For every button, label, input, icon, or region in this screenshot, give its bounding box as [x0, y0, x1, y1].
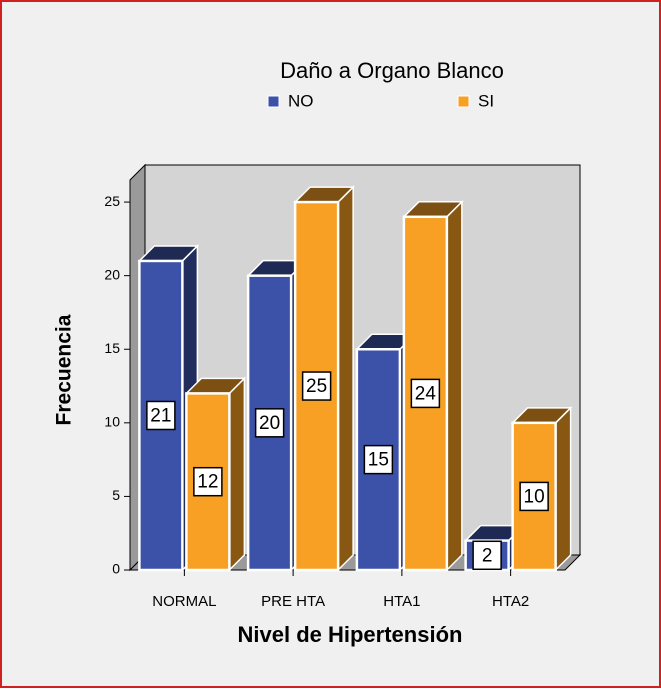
- y-tick-label: 20: [104, 266, 120, 282]
- legend-label: SI: [478, 91, 494, 110]
- legend-title: Daño a Organo Blanco: [280, 58, 504, 83]
- bar-side: [337, 185, 354, 572]
- value-label: 12: [197, 472, 218, 493]
- bar-side: [446, 199, 463, 572]
- y-tick-label: 25: [104, 193, 120, 209]
- value-label-box: [254, 408, 285, 438]
- value-label: 2: [482, 545, 493, 566]
- legend-label: NO: [288, 91, 314, 110]
- x-tick-label: NORMAL: [152, 593, 216, 610]
- x-tick-label: HTA2: [492, 593, 529, 610]
- bar-side: [228, 376, 246, 572]
- x-axis-label: Nivel de Hipertensión: [238, 622, 463, 647]
- value-label-box: [146, 400, 176, 431]
- legend-swatch: [457, 95, 470, 108]
- bar-side: [554, 406, 572, 572]
- value-label: 10: [524, 486, 545, 507]
- x-tick-label: PRE HTA: [261, 593, 325, 610]
- y-axis-label: Frecuencia: [53, 314, 76, 425]
- value-label: 21: [150, 405, 171, 426]
- y-tick-label: 10: [104, 414, 120, 430]
- value-label-box: [193, 466, 223, 497]
- value-label-box: [410, 378, 441, 409]
- value-label: 24: [415, 383, 437, 404]
- y-tick-label: 5: [112, 487, 120, 503]
- value-label-box: [472, 540, 502, 571]
- value-label: 25: [306, 376, 327, 397]
- y-tick-label: 0: [112, 561, 120, 577]
- value-label: 20: [259, 413, 280, 434]
- value-label: 15: [368, 450, 389, 471]
- value-label-box: [301, 371, 332, 401]
- x-tick-label: HTA1: [383, 593, 420, 610]
- value-label-box: [363, 444, 394, 475]
- legend-swatch: [267, 95, 280, 108]
- value-label-box: [519, 481, 549, 512]
- y-tick-label: 15: [104, 340, 120, 356]
